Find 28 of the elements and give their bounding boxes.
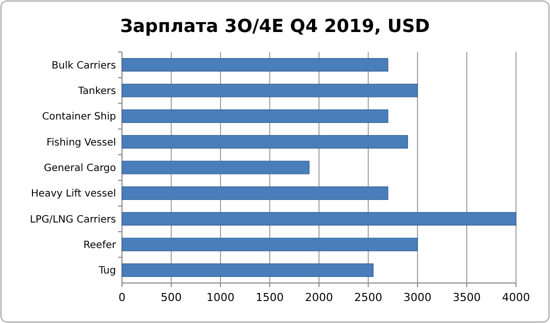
x-tick-label: 1500 — [256, 291, 284, 304]
y-tick-label: LPG/LNG Carriers — [30, 214, 116, 226]
y-tick-label: Bulk Carriers — [52, 60, 116, 72]
bar — [122, 58, 388, 72]
x-tick-label: 500 — [160, 291, 182, 304]
bar — [122, 135, 408, 149]
x-tick-label: 2000 — [305, 291, 333, 304]
y-tick-label: Reefer — [83, 240, 117, 251]
x-tick-label: 4000 — [502, 291, 530, 304]
x-tick-label: 3500 — [452, 291, 481, 304]
y-tick-label: Tankers — [77, 86, 116, 97]
x-tick-label: 1000 — [206, 291, 234, 304]
y-tick-label: Tug — [98, 266, 116, 277]
y-tick-label: Container Ship — [42, 112, 116, 123]
bar — [122, 160, 310, 174]
bar — [122, 263, 374, 277]
bar — [122, 212, 516, 226]
bar — [122, 109, 388, 123]
x-tick-label: 3000 — [404, 291, 432, 304]
y-tick-label: Fishing Vessel — [46, 137, 116, 148]
y-tick-label: General Cargo — [44, 163, 116, 174]
x-tick-label: 0 — [118, 291, 126, 304]
x-tick-label: 2500 — [354, 291, 382, 304]
bar — [122, 238, 418, 252]
bar — [122, 186, 388, 200]
y-tick-label: Heavy Lift vessel — [30, 188, 116, 200]
chart-title: Зарплата 3O/4E Q4 2019, USD — [120, 16, 430, 37]
bar — [122, 84, 418, 98]
